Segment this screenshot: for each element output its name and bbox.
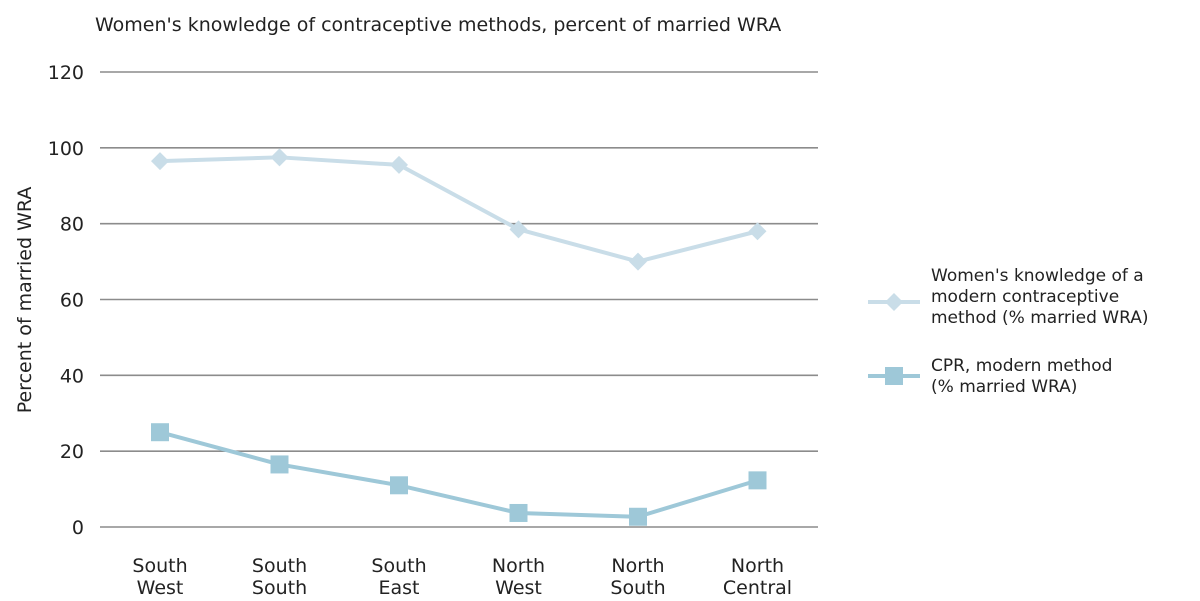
y-tick-label-40: 40 xyxy=(60,365,84,387)
data-point-0-0 xyxy=(151,152,169,171)
y-tick-label-120: 120 xyxy=(48,62,84,84)
y-axis-ticks: 0 20 40 60 80 100 120 xyxy=(48,62,84,539)
x-category-line: South xyxy=(610,577,665,599)
data-point-1-0 xyxy=(151,423,169,442)
series-line-0 xyxy=(159,155,758,264)
data-point-0-2 xyxy=(390,155,408,174)
data-point-1-4 xyxy=(629,507,647,526)
legend-swatch-marker-0 xyxy=(885,293,903,311)
x-category-line: West xyxy=(495,577,542,599)
x-category-label-4: North South xyxy=(610,555,665,599)
x-category-label-1: South South xyxy=(252,555,307,599)
legend-label-line: CPR, modern method xyxy=(931,356,1112,376)
legend-label-line: method (% married WRA) xyxy=(931,308,1148,328)
x-category-line: North xyxy=(611,555,664,577)
series-1 xyxy=(151,423,767,526)
legend-label-0: Women's knowledge of a modern contracepti… xyxy=(931,266,1148,328)
data-point-1-2 xyxy=(390,476,408,495)
gridlines xyxy=(100,71,818,528)
x-category-line: North xyxy=(492,555,545,577)
series-0 xyxy=(151,148,767,271)
x-category-line: East xyxy=(379,577,420,599)
x-category-line: South xyxy=(371,555,426,577)
data-point-1-1 xyxy=(270,455,289,474)
legend: Women's knowledge of a modern contracepti… xyxy=(868,266,1148,397)
legend-label-1: CPR, modern method (% married WRA) xyxy=(931,356,1112,397)
x-category-line: North xyxy=(731,555,784,577)
y-axis-label: Percent of married WRA xyxy=(14,187,36,414)
legend-item-0: Women's knowledge of a modern contracepti… xyxy=(868,266,1148,328)
chart-title: Women's knowledge of contraceptive metho… xyxy=(95,14,781,36)
data-point-0-3 xyxy=(509,220,528,239)
data-point-1-3 xyxy=(509,503,528,522)
data-point-0-1 xyxy=(270,148,289,167)
data-point-0-5 xyxy=(748,222,767,241)
y-tick-label-80: 80 xyxy=(60,214,84,236)
x-category-line: South xyxy=(252,555,307,577)
legend-item-1: CPR, modern method (% married WRA) xyxy=(868,356,1112,397)
y-tick-label-0: 0 xyxy=(72,517,84,539)
x-category-line: South xyxy=(252,577,307,599)
y-tick-label-100: 100 xyxy=(48,138,84,160)
x-category-label-3: North West xyxy=(492,555,545,599)
series-line-1 xyxy=(159,430,759,519)
legend-label-line: (% married WRA) xyxy=(931,377,1077,397)
legend-label-line: modern contraceptive xyxy=(931,287,1119,307)
data-point-1-5 xyxy=(748,471,767,490)
series xyxy=(151,148,767,526)
x-category-label-0: South West xyxy=(132,555,187,599)
y-tick-label-20: 20 xyxy=(60,441,84,463)
legend-label-line: Women's knowledge of a xyxy=(931,266,1144,286)
x-category-line: West xyxy=(137,577,184,599)
x-category-label-5: North Central xyxy=(723,555,792,599)
x-category-line: Central xyxy=(723,577,792,599)
data-point-0-4 xyxy=(629,252,647,271)
x-category-label-2: South East xyxy=(371,555,426,599)
legend-swatch-marker-1 xyxy=(885,367,903,385)
x-category-line: South xyxy=(132,555,187,577)
y-tick-label-60: 60 xyxy=(60,290,84,312)
